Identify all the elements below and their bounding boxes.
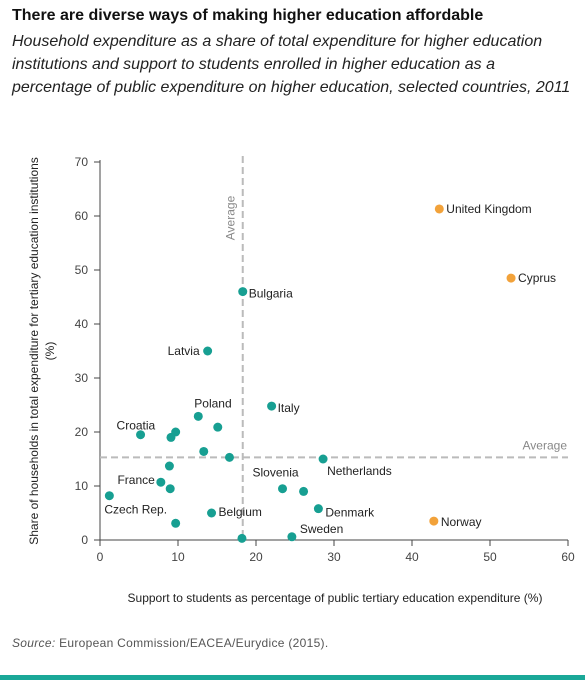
- x-tick-label: 10: [171, 550, 185, 564]
- x-tick-label: 20: [249, 550, 263, 564]
- label-netherlands: Netherlands: [327, 464, 392, 478]
- point-unlabeled: [224, 452, 234, 462]
- label-poland: Poland: [194, 396, 231, 410]
- label-norway: Norway: [441, 515, 482, 529]
- point-unlabeled: [165, 484, 175, 494]
- point-croatia: [136, 430, 146, 440]
- label-france: France: [117, 473, 155, 487]
- point-norway: [429, 516, 439, 526]
- bottom-rule: [0, 675, 585, 680]
- point-labels: United Kingdom Cyprus Norway Bulgaria Latvia…: [104, 202, 556, 536]
- label-croatia: Croatia: [117, 419, 156, 433]
- x-tick-label: 0: [97, 550, 104, 564]
- point-denmark: [313, 504, 323, 514]
- y-tick-label: 40: [75, 317, 89, 331]
- chart-title: There are diverse ways of making higher …: [12, 7, 484, 24]
- source-label: Source:: [12, 636, 56, 650]
- point-cyprus: [506, 273, 516, 283]
- y-tick-label: 30: [75, 371, 89, 385]
- label-sweden: Sweden: [300, 522, 343, 536]
- average-y-label: Average: [523, 438, 568, 452]
- label-bulgaria: Bulgaria: [249, 287, 293, 301]
- point-italy: [267, 401, 277, 411]
- label-slovenia: Slovenia: [253, 466, 299, 480]
- point-unlabeled: [199, 446, 209, 456]
- data-points: [104, 204, 516, 543]
- x-tick-label: 30: [327, 550, 341, 564]
- y-tick-label: 60: [75, 209, 89, 223]
- label-belgium: Belgium: [219, 505, 262, 519]
- point-unlabeled: [171, 518, 181, 528]
- y-tick-label: 20: [75, 425, 89, 439]
- x-tick-label: 50: [483, 550, 497, 564]
- point-unlabeled: [299, 486, 309, 496]
- point-france: [156, 477, 166, 487]
- chart-subtitle: Household expenditure as a share of tota…: [12, 33, 571, 96]
- point-belgium: [207, 508, 217, 518]
- point-unlabeled: [237, 533, 247, 543]
- point-slovenia: [278, 484, 288, 494]
- point-united-kingdom: [434, 204, 444, 214]
- label-czech-rep: Czech Rep.: [104, 503, 167, 517]
- source-text: European Commission/EACEA/Eurydice (2015…: [55, 636, 329, 650]
- point-sweden: [287, 532, 297, 542]
- average-lines: Average Average: [100, 156, 568, 540]
- x-tick-label: 40: [405, 550, 419, 564]
- point-latvia: [203, 346, 213, 356]
- average-x-label: Average: [224, 195, 238, 240]
- x-tick-label: 60: [561, 550, 575, 564]
- point-czech-rep: [104, 491, 114, 501]
- point-poland: [193, 411, 203, 421]
- label-italy: Italy: [278, 401, 300, 415]
- label-cyprus: Cyprus: [518, 271, 556, 285]
- label-denmark: Denmark: [325, 506, 375, 520]
- point-unlabeled: [213, 422, 223, 432]
- y-axis-label: Share of households in total expenditure…: [27, 157, 57, 545]
- axes: 0 10 20 30 40 50 60 70 0 10 20 30 40 50 60: [75, 155, 575, 564]
- x-axis-label: Support to students as percentage of pub…: [128, 591, 543, 605]
- point-unlabeled: [164, 461, 174, 471]
- y-tick-label: 50: [75, 263, 89, 277]
- label-latvia: Latvia: [168, 344, 200, 358]
- point-bulgaria: [238, 287, 248, 297]
- y-tick-label: 70: [75, 155, 89, 169]
- point-netherlands: [318, 454, 328, 464]
- source-note: Source: European Commission/EACEA/Eurydi…: [12, 636, 328, 650]
- y-tick-label: 0: [81, 533, 88, 547]
- point-unlabeled: [166, 432, 176, 442]
- y-tick-label: 10: [75, 479, 89, 493]
- label-united-kingdom: United Kingdom: [446, 202, 531, 216]
